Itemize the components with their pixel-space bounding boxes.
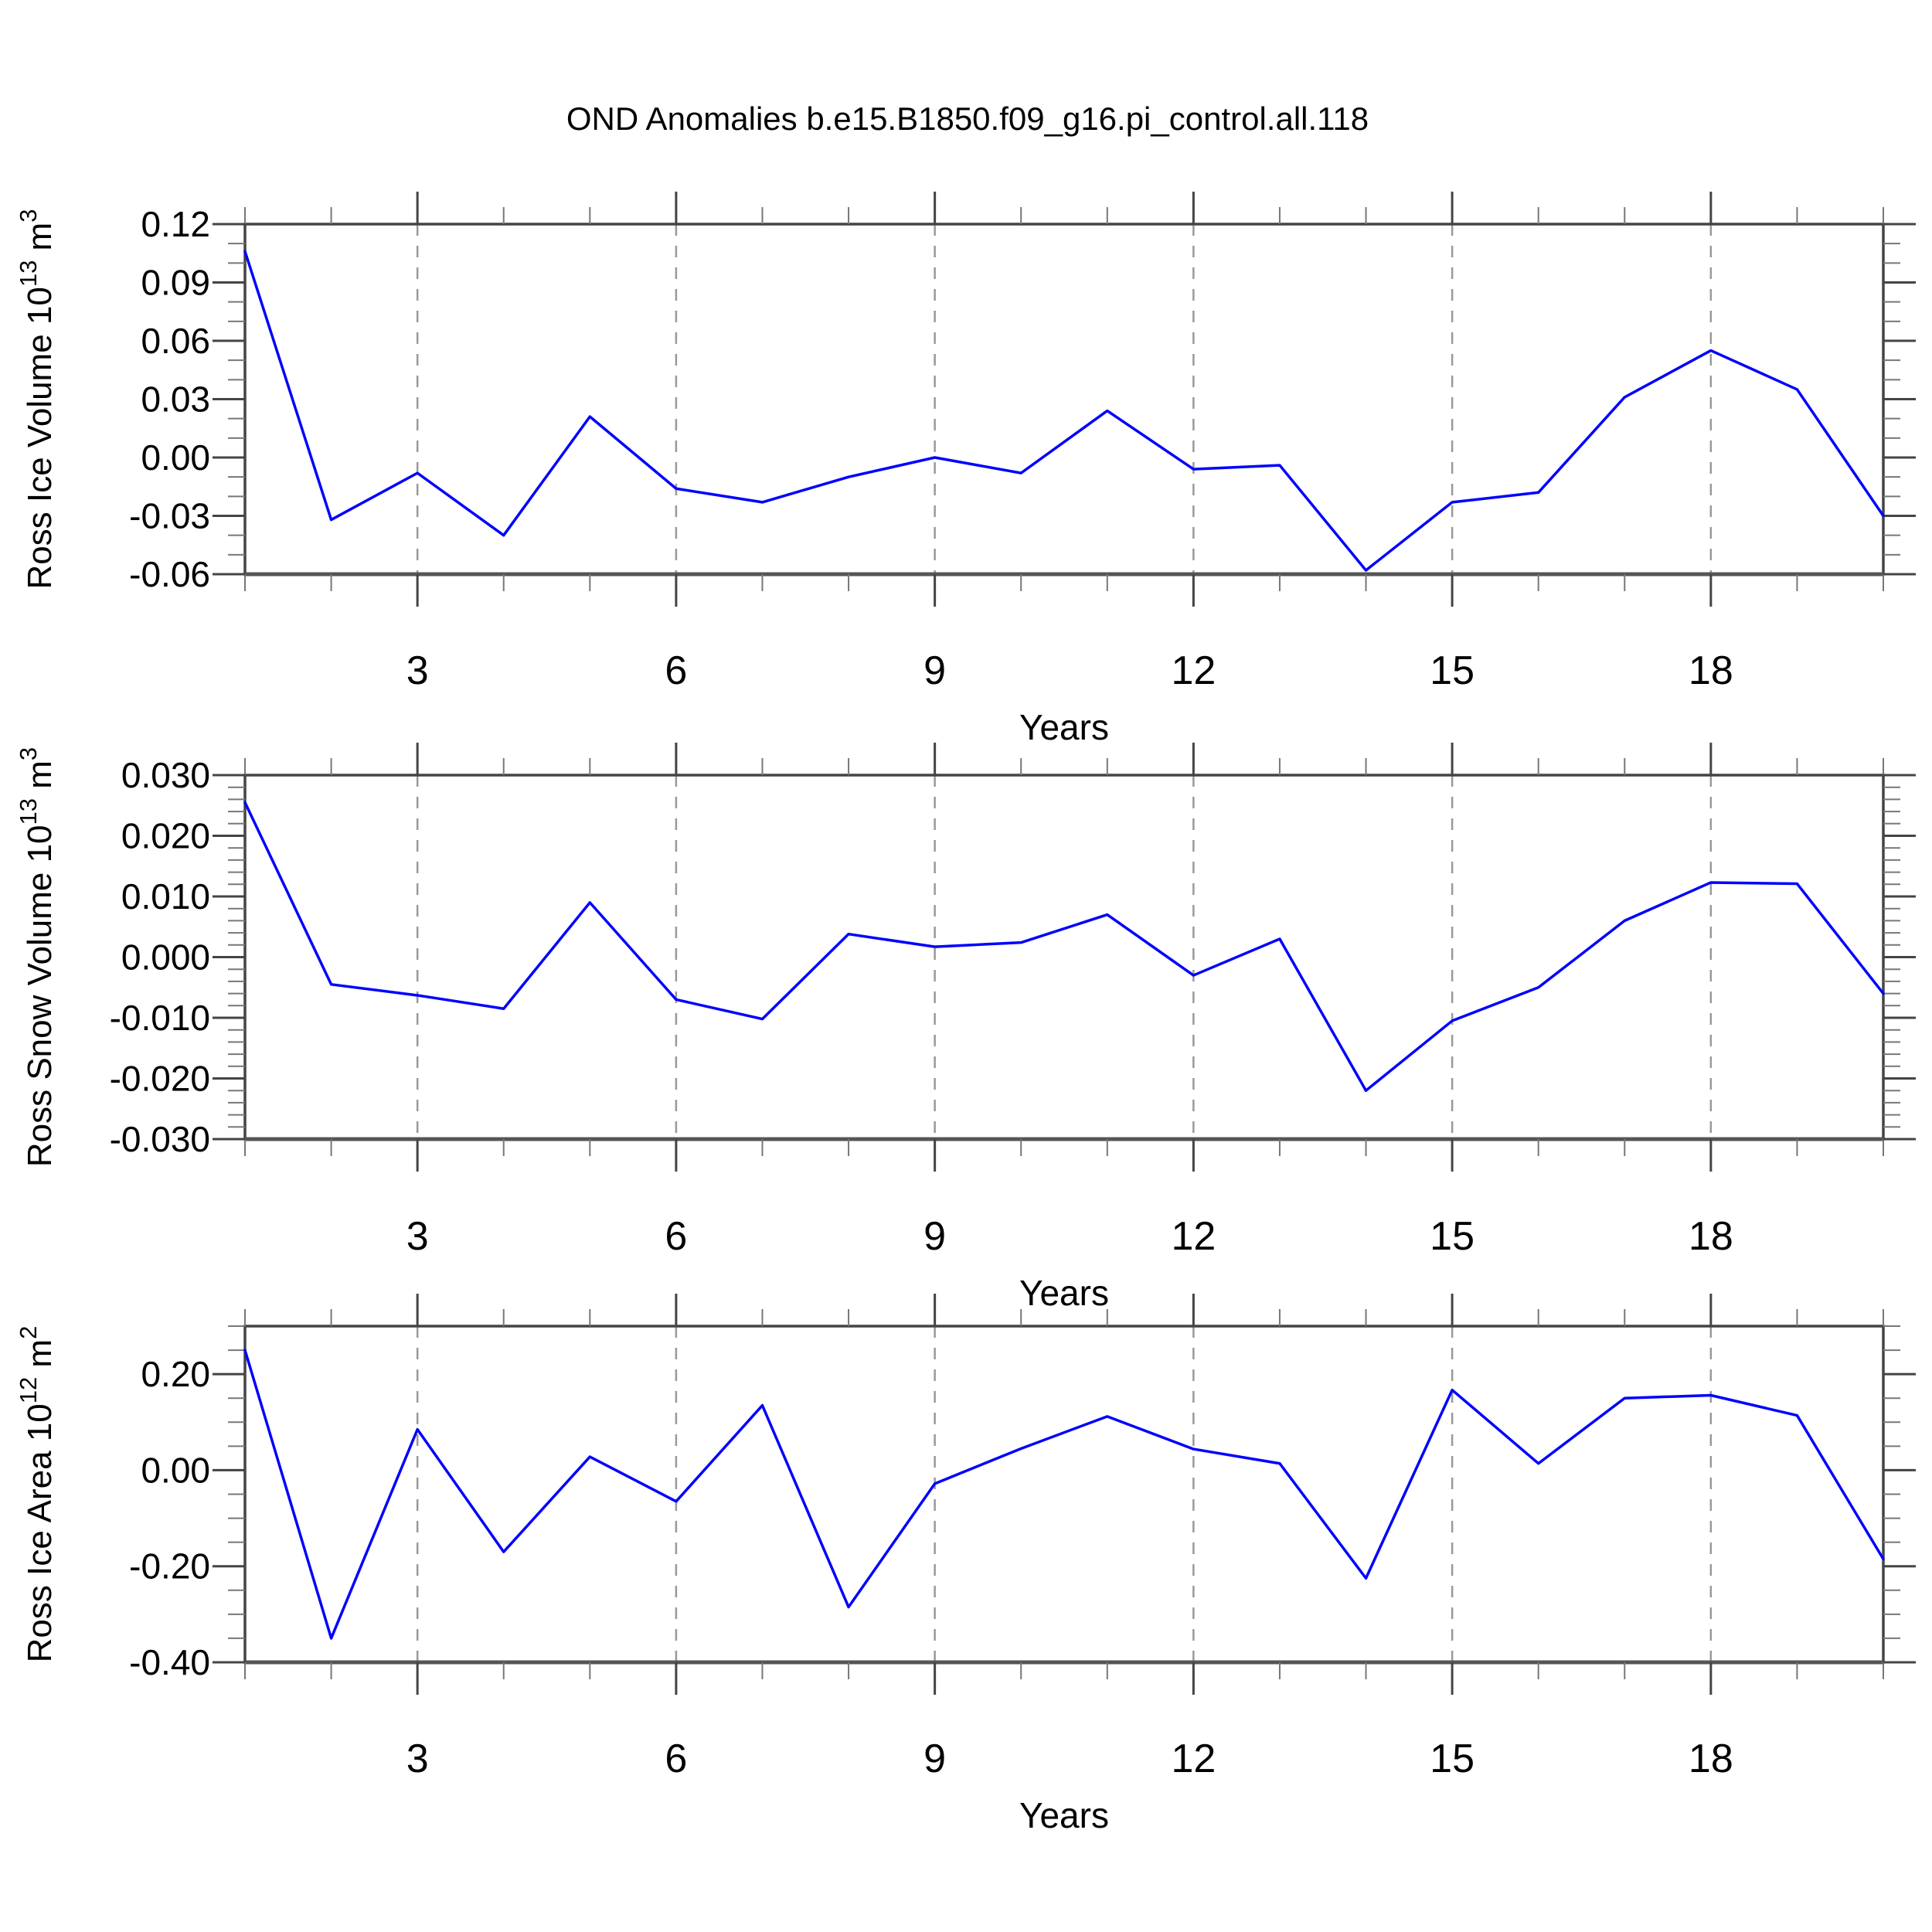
x-tick-label: 9 (923, 648, 946, 693)
x-tick-label: 12 (1171, 1214, 1216, 1259)
y-tick-label: 0.03 (141, 379, 210, 420)
x-tick-label: 9 (923, 1736, 946, 1781)
x-tick-label: 6 (665, 1736, 687, 1781)
axis-frame (243, 223, 1885, 576)
y-tick-label: 0.20 (141, 1354, 210, 1394)
x-tick-label: 3 (406, 1736, 429, 1781)
y-tick-label: 0.010 (121, 876, 210, 917)
y-tick-label: 0.09 (141, 263, 210, 303)
x-axis-title: Years (1019, 1795, 1109, 1835)
x-tick-label: 15 (1430, 648, 1475, 693)
figure-title: OND Anomalies b.e15.B1850.f09_g16.pi_con… (566, 100, 1369, 137)
y-tick-label: -0.20 (129, 1546, 210, 1587)
y-tick-label: 0.12 (141, 204, 210, 244)
x-axis-title: Years (1019, 707, 1109, 747)
x-tick-label: 15 (1430, 1214, 1475, 1259)
y-tick-label: 0.00 (141, 1450, 210, 1490)
axis-frame (243, 774, 1885, 1141)
y-tick-label: -0.030 (110, 1119, 210, 1159)
y-axis-title: Ross Ice Area 1012 m2 (15, 1326, 59, 1663)
y-tick-label: -0.020 (110, 1059, 210, 1099)
y-tick-label: 0.00 (141, 437, 210, 478)
y-tick-label: -0.06 (129, 554, 210, 594)
x-tick-label: 12 (1171, 1736, 1216, 1781)
y-axis-title: Ross Snow Volume 1013 m3 (15, 747, 59, 1167)
y-tick-label: -0.03 (129, 496, 210, 536)
axis-frame (243, 1325, 1885, 1664)
x-tick-label: 3 (406, 1214, 429, 1259)
y-tick-label: 0.06 (141, 321, 210, 361)
x-tick-label: 18 (1689, 648, 1733, 693)
y-tick-label: 0.020 (121, 816, 210, 856)
x-tick-label: 12 (1171, 648, 1216, 693)
data-line (243, 1349, 1885, 1640)
x-tick-label: 6 (665, 648, 687, 693)
y-tick-label: 0.030 (121, 755, 210, 795)
y-tick-label: -0.40 (129, 1642, 210, 1682)
panel-ross-ice-volume: 0.12 0.09 0.06 0.03 0.00 -0.03 -0.06 3 6 9 12 15 18 Y… (15, 192, 1916, 747)
data-line (243, 801, 1885, 1092)
x-tick-label: 6 (665, 1214, 687, 1259)
x-tick-label: 3 (406, 648, 429, 693)
panel-ross-ice-area: 0.20 0.00 -0.20 -0.40 3 6 9 12 15 18 Years Ross Ice… (15, 1294, 1916, 1835)
x-tick-label: 15 (1430, 1736, 1475, 1781)
x-tick-label: 18 (1689, 1214, 1733, 1259)
y-tick-label: -0.010 (110, 998, 210, 1038)
y-axis-title: Ross Ice Volume 1013 m3 (15, 209, 59, 590)
x-axis-title: Years (1019, 1273, 1109, 1313)
x-tick-label: 18 (1689, 1736, 1733, 1781)
y-tick-label: 0.000 (121, 937, 210, 978)
x-tick-label: 9 (923, 1214, 946, 1259)
panel-ross-snow-volume: 0.030 0.020 0.010 0.000 -0.010 -0.020 -0.030 3 6… (15, 743, 1916, 1313)
data-line (243, 250, 1885, 572)
